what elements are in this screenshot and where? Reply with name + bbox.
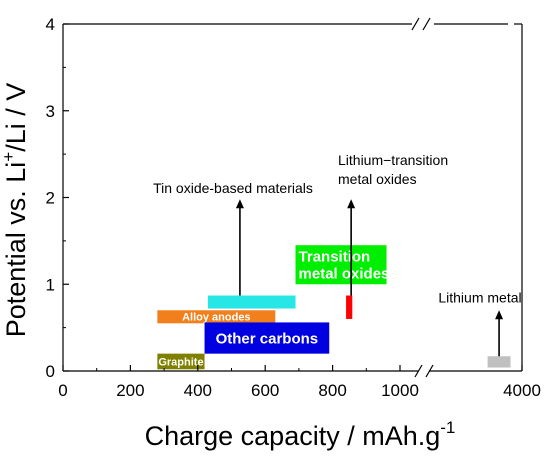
y-axis-label-rest: /Li / V xyxy=(1,83,31,152)
x-tick-label: 200 xyxy=(116,381,144,400)
region-label: metal oxides xyxy=(338,171,417,187)
y-tick-label: 0 xyxy=(46,362,55,381)
axis-break-mark xyxy=(422,17,431,31)
axis-break-mark xyxy=(411,17,420,31)
region-label: Transition xyxy=(299,249,371,266)
region-bar xyxy=(207,295,296,309)
y-axis-label-main: Potential vs. Li xyxy=(1,162,31,338)
x-tick-label: 600 xyxy=(251,381,279,400)
region-label: Alloy anodes xyxy=(182,312,250,324)
x-axis-label-sup: -1 xyxy=(440,418,455,437)
y-tick-label: 2 xyxy=(46,189,55,208)
axis-break-mark xyxy=(414,364,423,378)
x-axis-label-main: Charge capacity / mAh.g xyxy=(145,421,441,451)
y-axis-label: Potential vs. Li+/Li / V xyxy=(0,83,31,338)
region-label: Lithium−transition xyxy=(338,152,448,168)
x-tick-label: 400 xyxy=(184,381,212,400)
axis-break-mark xyxy=(425,364,434,378)
region-label: metal oxides xyxy=(299,266,390,283)
y-tick-label: 3 xyxy=(46,102,55,121)
x-axis-label: Charge capacity / mAh.g-1 xyxy=(145,418,456,451)
region-bar xyxy=(295,245,387,285)
y-tick-label: 4 xyxy=(46,15,55,34)
arrow-head xyxy=(235,199,244,209)
x-tick-label: 4000 xyxy=(503,381,541,400)
region-label: Graphite xyxy=(158,356,203,368)
region-bar xyxy=(204,322,330,354)
x-tick-label: 0 xyxy=(58,381,67,400)
region-bar xyxy=(346,295,353,319)
plot-area: Graphite Alloy anodes Tin oxide-based mate… xyxy=(153,152,522,370)
region-label: Lithium metal xyxy=(438,289,521,305)
y-tick-label: 1 xyxy=(46,275,55,294)
region-bar xyxy=(157,310,276,324)
x-tick-label: 1000 xyxy=(381,381,419,400)
arrow-head xyxy=(495,310,504,320)
arrow-head xyxy=(347,199,356,209)
x-tick-label: 800 xyxy=(318,381,346,400)
region-label: Other carbons xyxy=(216,330,319,347)
y-axis-label-sup: + xyxy=(0,152,18,162)
region-bar xyxy=(157,353,205,370)
region-label: Tin oxide-based materials xyxy=(153,180,313,196)
axes: 0 1 2 3 4 0 200 400 600 800 1000 4000 xyxy=(46,15,541,400)
region-bar xyxy=(487,356,511,368)
